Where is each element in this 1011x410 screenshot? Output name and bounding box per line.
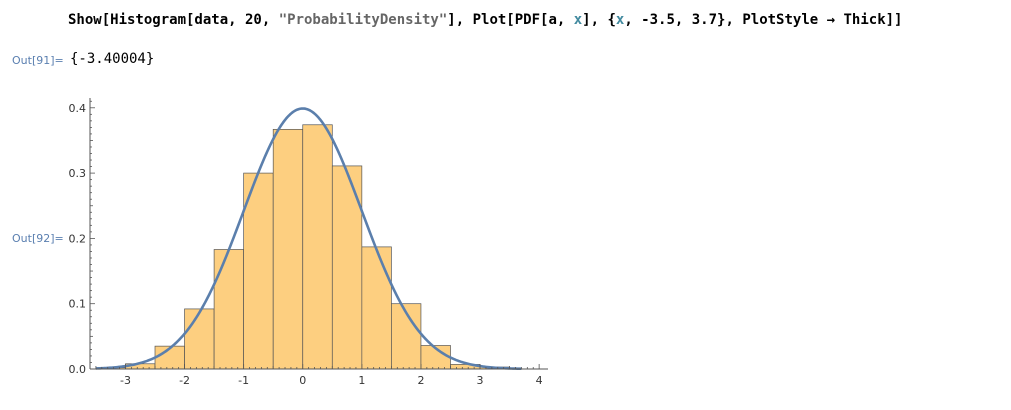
x-tick-label: -1 <box>238 374 249 387</box>
y-tick-label: 0.3 <box>69 167 87 180</box>
histogram-bar <box>361 246 392 370</box>
x-tick-label: 1 <box>358 374 365 387</box>
y-tick-label: 0.0 <box>69 363 87 376</box>
input-cell[interactable]: Show[Histogram[data, 20, "ProbabilityDen… <box>68 12 902 28</box>
histogram-bar <box>184 308 215 370</box>
histogram-bar <box>302 124 333 370</box>
histogram-bar <box>213 249 245 370</box>
x-tick-label: -3 <box>120 374 131 387</box>
input-string-literal: "ProbabilityDensity" <box>278 12 448 28</box>
y-tick-label: 0.4 <box>69 102 87 115</box>
x-tick-label: 0 <box>299 374 306 387</box>
x-tick-label: 4 <box>536 374 543 387</box>
x-tick-label: 3 <box>477 374 484 387</box>
input-mid2: ], { <box>582 12 616 28</box>
pdf-curve <box>95 107 522 371</box>
y-tick-label: 0.2 <box>69 232 87 245</box>
y-tick-label: 0.1 <box>69 298 87 311</box>
input-var1: x <box>573 12 583 28</box>
input-var2: x <box>615 12 625 28</box>
x-tick-label: 2 <box>417 374 424 387</box>
input-suffix: , -3.5, 3.7}, PlotStyle → Thick]] <box>624 12 903 28</box>
out92-label: Out[92]= <box>12 232 64 245</box>
out91-label: Out[91]= <box>12 54 64 67</box>
x-tick-label: -2 <box>179 374 190 387</box>
input-mid1: ], Plot[PDF[a, <box>447 12 574 28</box>
out91-value[interactable]: {-3.40004} <box>70 51 155 67</box>
input-prefix: Show[Histogram[data, 20, <box>68 12 279 28</box>
histogram-bar <box>272 128 304 370</box>
